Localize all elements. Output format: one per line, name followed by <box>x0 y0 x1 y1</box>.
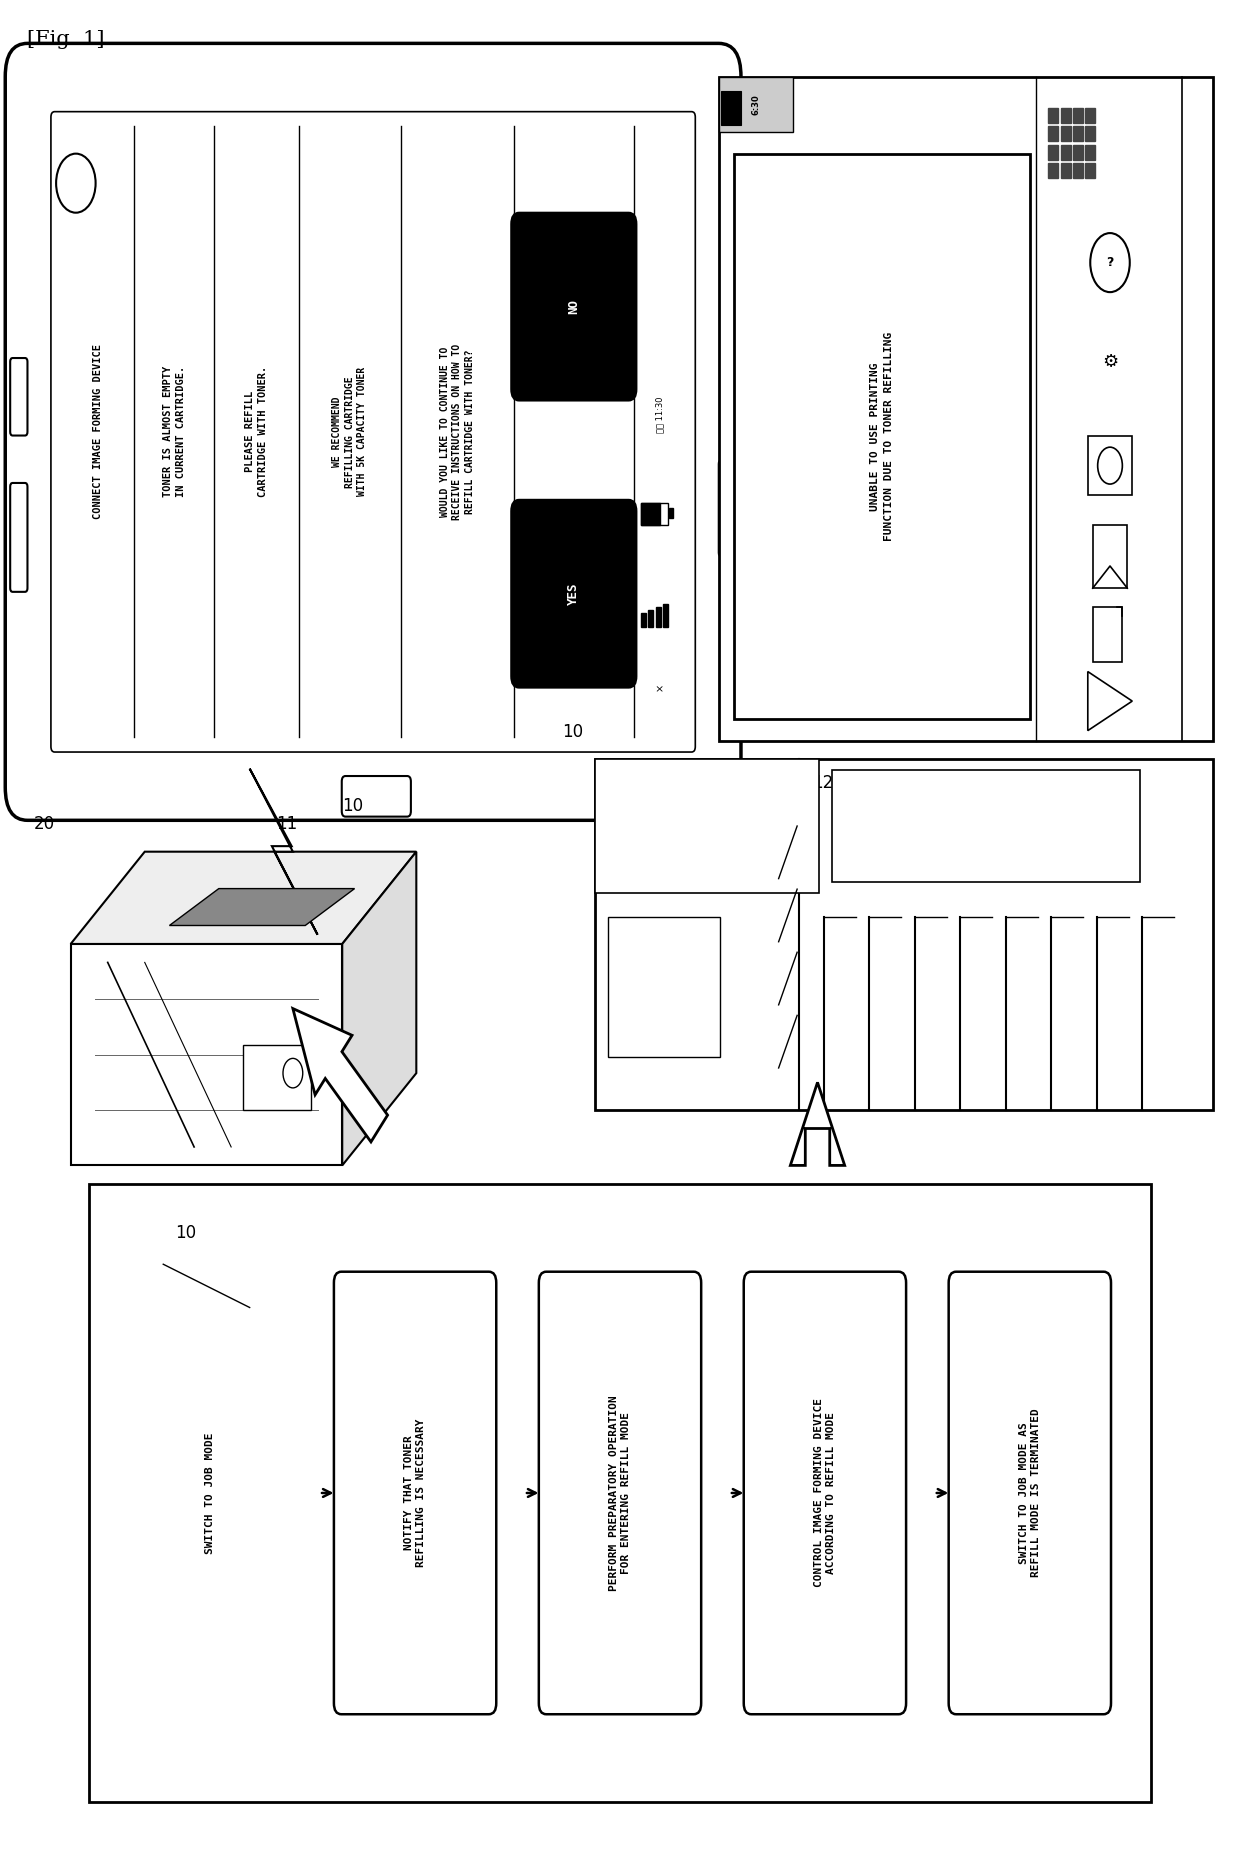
Circle shape <box>56 154 95 213</box>
Bar <box>663 605 668 626</box>
Text: ⚙: ⚙ <box>1102 354 1118 372</box>
Bar <box>1060 126 1070 141</box>
Text: NO: NO <box>568 300 580 315</box>
Polygon shape <box>249 768 317 935</box>
Bar <box>608 918 719 1057</box>
Bar <box>1087 437 1132 494</box>
Bar <box>1092 526 1127 589</box>
Polygon shape <box>170 888 355 926</box>
Bar <box>1048 126 1058 141</box>
FancyBboxPatch shape <box>342 776 410 816</box>
Text: 6:30: 6:30 <box>751 94 760 115</box>
Text: 오전 11:30: 오전 11:30 <box>655 396 663 433</box>
Text: 621: 621 <box>925 774 957 792</box>
Bar <box>89 1185 1151 1803</box>
Bar <box>1048 163 1058 178</box>
Bar <box>1073 126 1083 141</box>
FancyBboxPatch shape <box>10 357 27 435</box>
Bar <box>1085 144 1095 159</box>
FancyBboxPatch shape <box>512 213 636 400</box>
Text: CONNECT IMAGE FORMING DEVICE: CONNECT IMAGE FORMING DEVICE <box>93 344 103 520</box>
Bar <box>641 503 668 526</box>
Bar <box>649 611 653 626</box>
Bar <box>1060 163 1070 178</box>
Bar <box>1060 107 1070 122</box>
FancyBboxPatch shape <box>949 1272 1111 1714</box>
Bar <box>832 770 1141 883</box>
Circle shape <box>283 1059 303 1088</box>
Text: ?: ? <box>1106 255 1114 268</box>
FancyBboxPatch shape <box>10 483 27 592</box>
Bar <box>656 607 661 626</box>
Bar <box>1085 126 1095 141</box>
Text: ×: × <box>655 683 665 690</box>
FancyBboxPatch shape <box>719 461 737 557</box>
Bar <box>1073 144 1083 159</box>
Polygon shape <box>293 1009 388 1142</box>
Bar <box>719 76 1213 740</box>
Text: YES: YES <box>568 583 580 605</box>
Bar <box>670 509 673 518</box>
Text: 11: 11 <box>277 814 298 833</box>
Polygon shape <box>790 1083 844 1166</box>
Bar <box>1048 107 1058 122</box>
Text: CONTROL IMAGE FORMING DEVICE
ACCORDING TO REFILL MODE: CONTROL IMAGE FORMING DEVICE ACCORDING T… <box>813 1399 836 1588</box>
Circle shape <box>1090 233 1130 292</box>
Text: 12: 12 <box>812 774 833 792</box>
Text: PERFORM PREPARATORY OPERATION
FOR ENTERING REFILL MODE: PERFORM PREPARATORY OPERATION FOR ENTERI… <box>609 1396 631 1590</box>
Bar <box>595 759 820 892</box>
Polygon shape <box>342 851 417 1166</box>
Bar <box>641 503 660 526</box>
Text: UNABLE TO USE PRINTING
FUNCTION DUE TO TONER REFILLING: UNABLE TO USE PRINTING FUNCTION DUE TO T… <box>869 331 894 540</box>
Text: 10: 10 <box>562 724 583 740</box>
FancyBboxPatch shape <box>5 43 742 820</box>
Bar <box>1092 607 1122 663</box>
Text: WE RECOMMEND
REFILLING CARTRIDGE
WITH 5K CAPACITY TONER: WE RECOMMEND REFILLING CARTRIDGE WITH 5K… <box>332 366 367 496</box>
Bar <box>1073 107 1083 122</box>
Text: NOTIFY THAT TONER
REFILLING IS NECESSARY: NOTIFY THAT TONER REFILLING IS NECESSARY <box>404 1418 427 1568</box>
Bar <box>1073 163 1083 178</box>
Text: WOULD YOU LIKE TO CONTINUE TO
RECEIVE INSTRUCTIONS ON HOW TO
REFILL CARTRIDGE WI: WOULD YOU LIKE TO CONTINUE TO RECEIVE IN… <box>440 344 475 520</box>
Text: TONER IS ALMOST EMPTY
IN CURRENT CARTRIDGE.: TONER IS ALMOST EMPTY IN CURRENT CARTRID… <box>162 366 186 498</box>
FancyBboxPatch shape <box>51 111 696 752</box>
Text: 10: 10 <box>176 1224 197 1242</box>
Text: [Fig. 1]: [Fig. 1] <box>27 30 105 50</box>
Text: PLEASE REFILL
CARTRIDGE WITH TONER.: PLEASE REFILL CARTRIDGE WITH TONER. <box>244 366 268 498</box>
FancyBboxPatch shape <box>334 1272 496 1714</box>
Text: SWITCH TO JOB MODE AS
REFILL MODE IS TERMINATED: SWITCH TO JOB MODE AS REFILL MODE IS TER… <box>1018 1409 1042 1577</box>
Bar <box>734 154 1030 718</box>
Bar <box>1085 107 1095 122</box>
Bar <box>1060 144 1070 159</box>
FancyBboxPatch shape <box>744 1272 906 1714</box>
Text: 10: 10 <box>342 796 363 814</box>
Bar <box>595 759 1213 1111</box>
Bar <box>722 91 742 124</box>
Polygon shape <box>1087 672 1132 731</box>
Text: SWITCH TO JOB MODE: SWITCH TO JOB MODE <box>205 1433 216 1553</box>
Circle shape <box>1097 448 1122 485</box>
Bar <box>641 613 646 626</box>
FancyBboxPatch shape <box>539 1272 701 1714</box>
FancyBboxPatch shape <box>512 500 636 687</box>
Bar <box>1048 144 1058 159</box>
Text: 20: 20 <box>33 814 55 833</box>
Bar <box>243 1046 311 1111</box>
Polygon shape <box>71 851 417 944</box>
Polygon shape <box>71 944 342 1166</box>
Bar <box>719 76 792 131</box>
Bar <box>1085 163 1095 178</box>
